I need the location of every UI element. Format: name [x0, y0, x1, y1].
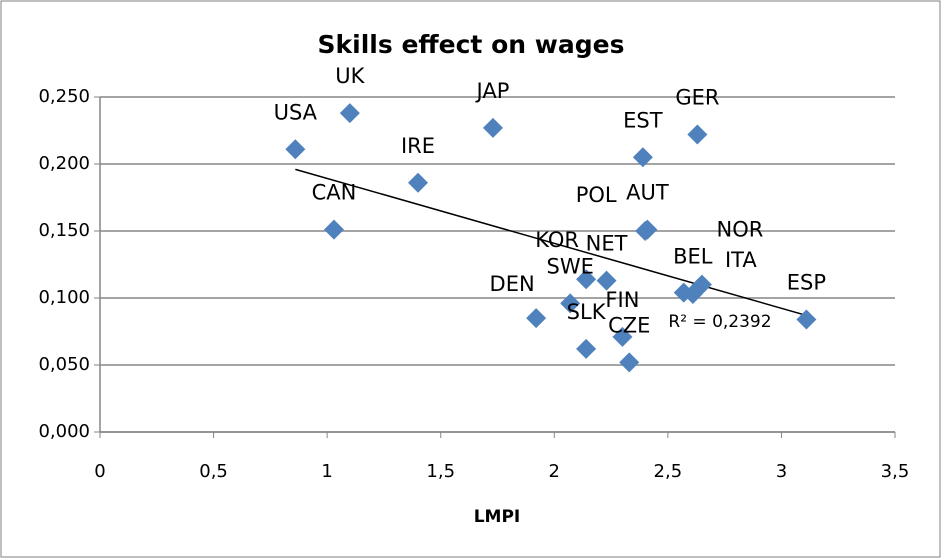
- point: [796, 309, 817, 330]
- point-label: POL: [576, 183, 617, 207]
- chart-title: Skills effect on wages: [318, 30, 625, 59]
- point-label: UK: [335, 64, 365, 88]
- y-tick-label: 0,200: [38, 153, 90, 174]
- point-label: IRE: [401, 134, 435, 158]
- y-tick-label: 0,100: [38, 287, 90, 308]
- x-tick-label: 2,5: [654, 461, 683, 482]
- point: [323, 219, 344, 240]
- y-tick-label: 0,050: [38, 354, 90, 375]
- point-label: ESP: [787, 270, 826, 294]
- y-tick-label: 0,250: [38, 86, 90, 107]
- point: [339, 103, 360, 124]
- point: [691, 274, 712, 295]
- point: [632, 147, 653, 168]
- point: [576, 338, 597, 359]
- point: [619, 352, 640, 373]
- point-label: NET: [586, 232, 628, 256]
- point-label: JAP: [475, 79, 510, 103]
- point-label: DEN: [490, 272, 535, 296]
- point: [526, 308, 547, 329]
- trendline-label: R² = 0,2392: [668, 312, 771, 332]
- point: [576, 269, 597, 290]
- point-label: USA: [274, 100, 318, 124]
- point-label: AUT: [626, 181, 669, 205]
- point: [482, 117, 503, 138]
- x-tick-label: 1,5: [426, 461, 455, 482]
- point: [612, 326, 633, 347]
- point-label: BEL: [673, 245, 713, 269]
- point: [637, 219, 658, 240]
- x-tick-label: 1: [321, 461, 332, 482]
- x-tick-label: 0: [94, 461, 105, 482]
- point-label: EST: [623, 108, 663, 132]
- x-tick-label: 3,5: [881, 461, 910, 482]
- x-axis-label: LMPI: [474, 507, 521, 527]
- point-label: GER: [675, 86, 719, 110]
- point-label: CZE: [608, 313, 650, 337]
- point-label: NOR: [717, 218, 764, 242]
- point-label: FIN: [605, 288, 639, 312]
- x-tick-label: 2: [549, 461, 560, 482]
- point-label: CAN: [312, 181, 357, 205]
- x-tick-label: 3: [776, 461, 787, 482]
- point: [596, 270, 617, 291]
- trendline: [295, 168, 807, 317]
- point-label: SLK: [567, 300, 607, 324]
- x-tick-label: 0,5: [199, 461, 228, 482]
- point-label: ITA: [725, 248, 757, 272]
- point-label: KOR: [535, 228, 579, 252]
- y-tick-label: 0,000: [38, 421, 90, 442]
- point: [285, 139, 306, 160]
- point: [687, 124, 708, 145]
- point-label: SWE: [546, 254, 593, 278]
- point: [408, 172, 428, 193]
- y-tick-label: 0,150: [38, 220, 90, 241]
- point: [560, 293, 581, 314]
